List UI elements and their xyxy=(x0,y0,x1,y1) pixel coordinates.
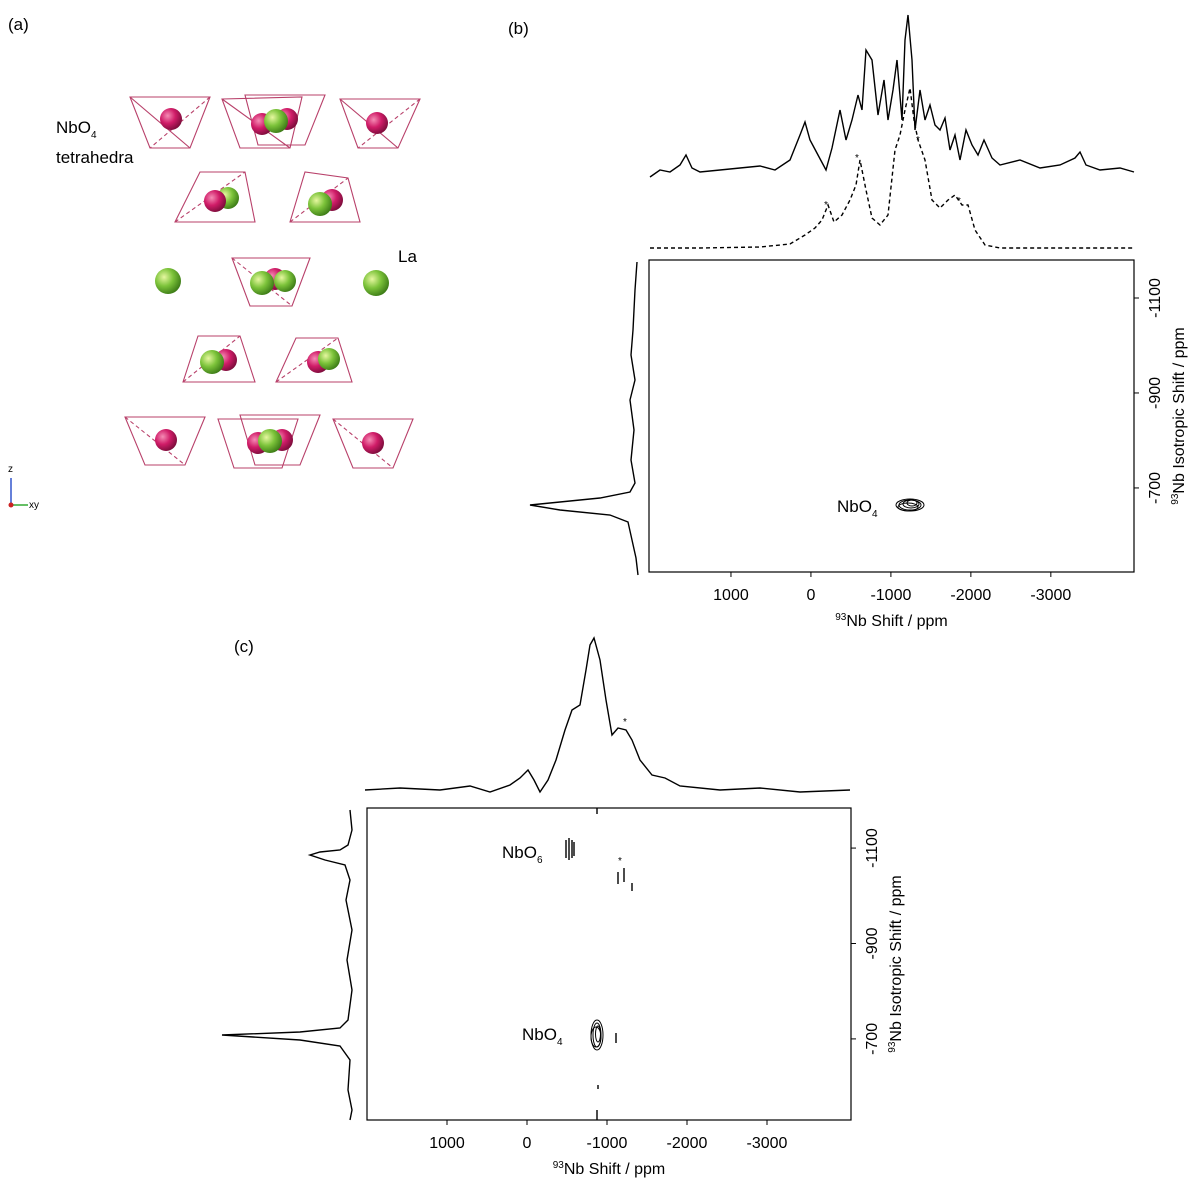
y-tick-label: -1100 xyxy=(1147,278,1164,318)
axis-z-label: z xyxy=(8,464,13,475)
x-tick-label: -1000 xyxy=(870,587,911,604)
x-tick-label: -2000 xyxy=(667,1135,708,1152)
x-label-sup: 93 xyxy=(835,612,847,623)
x-tick-label: 0 xyxy=(806,587,815,604)
y-label-sup: 93 xyxy=(887,1041,898,1053)
y-tick-label: -700 xyxy=(1147,472,1164,504)
x-label-text: Nb Shift / ppm xyxy=(564,1161,665,1178)
axis-xy-label: xy xyxy=(29,500,39,511)
crystal-structure xyxy=(125,95,420,468)
y-label-sup: 93 xyxy=(1170,493,1181,505)
x-tick-label: -1000 xyxy=(587,1135,628,1152)
y-tick-label: -700 xyxy=(864,1023,881,1055)
tetra-label: NbO4 xyxy=(56,118,97,141)
x-axis-label: 93Nb Shift / ppm xyxy=(835,612,948,630)
asterisk: * xyxy=(957,196,961,207)
x-label-sup: 93 xyxy=(553,1160,565,1171)
panel-label: (b) xyxy=(508,19,529,38)
peak-label: NbO4 xyxy=(837,497,878,520)
spectra-b xyxy=(530,15,1134,575)
x-tick-label: 1000 xyxy=(713,587,749,604)
peak-label: NbO4 xyxy=(522,1025,563,1048)
x-tick-label: 1000 xyxy=(429,1135,465,1152)
asterisk: * xyxy=(618,856,622,867)
plot-frame xyxy=(649,260,1134,572)
asterisk: * xyxy=(916,135,920,146)
asterisk: * xyxy=(855,153,859,164)
y-axis-label: 93Nb Isotropic Shift / ppm xyxy=(1170,327,1188,504)
axis-triad: z xy xyxy=(8,464,39,511)
y-tick-label: -1100 xyxy=(864,828,881,868)
y-label-text: Nb Isotropic Shift / ppm xyxy=(1171,327,1188,493)
panel-label: (a) xyxy=(8,15,29,34)
asterisk: * xyxy=(623,717,627,728)
y-label-text: Nb Isotropic Shift / ppm xyxy=(888,875,905,1041)
asterisk: * xyxy=(824,200,828,211)
spectra-c xyxy=(222,638,850,1120)
x-label-text: Nb Shift / ppm xyxy=(846,613,947,630)
la-label: La xyxy=(398,247,417,266)
x-tick-label: 0 xyxy=(523,1135,532,1152)
x-tick-label: -3000 xyxy=(1030,587,1071,604)
y-axis-label: 93Nb Isotropic Shift / ppm xyxy=(887,875,905,1052)
y-tick-label: -900 xyxy=(1147,377,1164,409)
peak-label: NbO6 xyxy=(502,843,543,866)
tetra-label: tetrahedra xyxy=(56,148,134,167)
y-tick-label: -900 xyxy=(864,927,881,959)
x-axis-label: 93Nb Shift / ppm xyxy=(553,1160,666,1178)
plot-frame xyxy=(367,808,851,1120)
panel-label: (c) xyxy=(234,637,254,656)
x-tick-label: -2000 xyxy=(950,587,991,604)
figure: (a) NbO4 tetrahedra La z xy (b) NbO4 * *… xyxy=(0,0,1194,1178)
x-tick-label: -3000 xyxy=(747,1135,788,1152)
